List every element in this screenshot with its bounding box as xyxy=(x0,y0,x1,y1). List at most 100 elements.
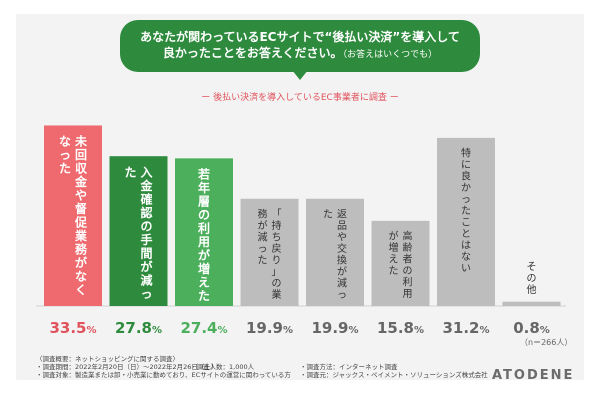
value-label: 19.9% xyxy=(246,319,293,337)
category-label-char: っ xyxy=(337,290,347,301)
category-label-char: 増 xyxy=(389,241,399,254)
category-label-char: 良 xyxy=(461,169,471,182)
question-line-1: あなたが関わっているECサイトで“後払い決済”を導入して xyxy=(140,30,460,44)
category-label-char: 層 xyxy=(198,195,210,209)
question-note: （お答えはいくつでも） xyxy=(342,50,438,60)
category-label-char: た xyxy=(198,289,210,303)
category-label-char: た xyxy=(124,165,136,179)
category-label-char: 特 xyxy=(461,147,471,159)
value-label: 15.8% xyxy=(377,319,424,337)
category-label-char: 確 xyxy=(140,191,152,206)
category-label-char: 持 xyxy=(272,219,282,232)
category-label-char: 未 xyxy=(74,134,87,149)
category-label-char: 利 xyxy=(198,221,210,236)
category-label-char: に xyxy=(461,159,471,171)
footer-survey-source: ・調査元：ジャックス・ペイメント・ソリューションズ株式会社 xyxy=(300,371,488,379)
category-label-char: の xyxy=(140,219,152,233)
footer-survey-count: ・調査人数：1,000人 xyxy=(190,363,255,371)
category-label-char: 入 xyxy=(140,165,152,179)
bar xyxy=(109,156,168,306)
category-label-char: が xyxy=(337,265,347,278)
category-label-char: 手 xyxy=(140,232,152,247)
category-label-char: 「 xyxy=(272,208,282,220)
category-label-char: 務 xyxy=(75,242,88,257)
category-label-char: 業 xyxy=(272,288,282,301)
category-label-char: 品 xyxy=(337,220,347,232)
category-label-char: の xyxy=(403,266,413,277)
category-label-char: た xyxy=(258,254,268,266)
category-label-char: が xyxy=(75,255,87,270)
category-label-char: た xyxy=(461,205,471,217)
category-label-char: っ xyxy=(140,287,152,301)
value-label: 0.8% xyxy=(513,319,550,337)
category-label-char: っ xyxy=(461,194,471,205)
category-label-char: が xyxy=(198,248,210,263)
category-label-char: 回 xyxy=(75,148,87,162)
category-label-char: と xyxy=(461,228,471,240)
category-label-char: 減 xyxy=(140,272,152,287)
category-label-char: 促 xyxy=(74,215,88,230)
category-label-char: が xyxy=(389,229,399,242)
category-label-char: の xyxy=(198,208,210,222)
bar xyxy=(306,198,364,306)
sample-size-label: （n＝266人） xyxy=(520,338,573,347)
category-label-char: の xyxy=(272,278,282,289)
question-text: 良かったことをお答えください。 xyxy=(162,46,343,60)
category-label-char: 者 xyxy=(403,253,413,265)
category-label-char: え xyxy=(389,253,399,265)
category-label-char: か xyxy=(461,182,471,194)
category-label-char: っ xyxy=(59,148,71,162)
category-label-char: 年 xyxy=(198,180,210,195)
category-label-char: 他 xyxy=(527,283,537,296)
atodene-logo: ATODENE xyxy=(492,368,575,383)
category-label-char: な xyxy=(461,251,471,263)
category-label-char: が xyxy=(258,219,268,232)
category-label-char: 高 xyxy=(403,229,413,242)
category-label-char: 利 xyxy=(403,276,413,288)
category-label-char: 換 xyxy=(337,254,347,266)
value-label: 33.5% xyxy=(49,319,96,337)
bar xyxy=(240,198,299,306)
category-label-char: ち xyxy=(272,231,282,243)
category-label-char: 督 xyxy=(75,201,87,216)
question-bubble xyxy=(120,20,480,72)
category-label-char: 金 xyxy=(74,174,88,189)
category-label-char: な xyxy=(75,270,87,284)
footer-survey-target: ・調査対象：製造業または卸・小売業に勤めており、ECサイトの運営に関わっている方 xyxy=(36,371,291,379)
category-label-char: な xyxy=(59,135,71,149)
value-label: 27.8% xyxy=(115,319,162,337)
category-label: その他 xyxy=(527,261,537,296)
category-label-char: 用 xyxy=(403,289,413,300)
category-label-char: 交 xyxy=(337,242,347,255)
category-label-char: 戻 xyxy=(272,242,282,255)
footer-survey-title: 〈調査概要：ネットショッピングに関する調査〉 xyxy=(36,355,179,363)
footer-survey-method: ・調査方法：インターネット調査 xyxy=(300,363,398,371)
category-label-char: た xyxy=(59,162,71,176)
category-label-char: た xyxy=(323,208,333,220)
category-label-char: り xyxy=(272,254,282,266)
survey-subtitle: ー 後払い決済を導入しているEC事業者に調査 ー xyxy=(201,93,399,103)
category-label-char: 収 xyxy=(75,162,88,176)
bar xyxy=(371,220,430,306)
category-label-char: 齢 xyxy=(403,241,413,254)
category-label-char: っ xyxy=(258,244,268,255)
question-line-2: 良かったことをお答えください。（お答えはいくつでも） xyxy=(120,46,480,62)
bar xyxy=(502,301,561,306)
category-label-char: 減 xyxy=(258,230,268,243)
category-label-char: 用 xyxy=(197,235,210,249)
category-label-char: 業 xyxy=(74,228,88,243)
category-label-char: 間 xyxy=(140,246,152,260)
category-label-char: こ xyxy=(461,217,471,228)
question-bubble-tail xyxy=(292,70,308,80)
category-label-char: く xyxy=(75,283,87,297)
footer-survey-period: ・調査期間：2022年2月20日（日）〜2022年2月26日（土） xyxy=(36,363,218,371)
category-label-char: や xyxy=(75,189,87,203)
category-label-char: い xyxy=(461,263,471,274)
category-label-char: や xyxy=(337,231,347,243)
